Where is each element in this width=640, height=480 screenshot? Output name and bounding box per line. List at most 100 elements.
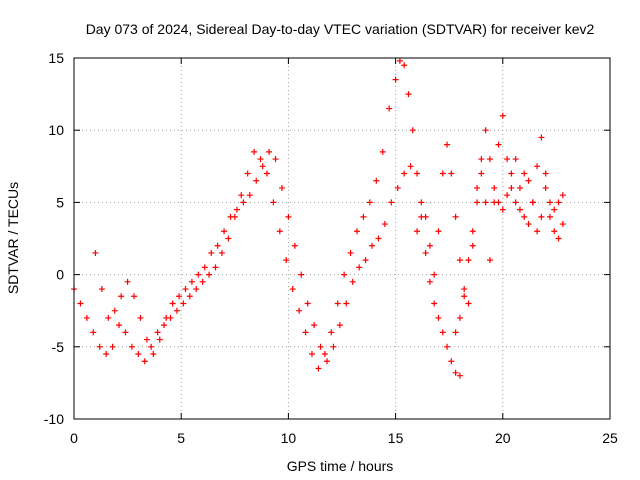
data-point	[311, 322, 318, 329]
data-point	[499, 206, 506, 213]
data-point	[491, 184, 498, 191]
data-point	[375, 235, 382, 242]
data-point	[201, 264, 208, 271]
data-point	[508, 170, 515, 177]
data-point	[137, 314, 144, 321]
data-point	[302, 329, 309, 336]
data-point	[336, 322, 343, 329]
data-point	[283, 257, 290, 264]
data-point	[334, 300, 341, 307]
data-point	[469, 228, 476, 235]
data-point	[148, 343, 155, 350]
data-point	[109, 343, 116, 350]
data-point	[388, 199, 395, 206]
data-point	[414, 228, 421, 235]
data-point	[291, 242, 298, 249]
data-point	[122, 329, 129, 336]
data-point	[214, 242, 221, 249]
x-tick-label: 5	[177, 430, 185, 446]
data-point	[456, 372, 463, 379]
data-point	[482, 127, 489, 134]
series-trace-d	[452, 127, 566, 336]
data-point	[347, 249, 354, 256]
data-point	[238, 192, 245, 199]
series-layer	[71, 57, 566, 379]
data-point	[186, 293, 193, 300]
y-axis-label: SDTVAR / TECUs	[5, 182, 21, 294]
data-point	[360, 213, 367, 220]
data-point	[180, 300, 187, 307]
data-point	[272, 156, 279, 163]
data-point	[499, 112, 506, 119]
series-trace-a	[71, 57, 463, 379]
data-point	[366, 199, 373, 206]
data-point	[495, 141, 502, 148]
data-point	[90, 329, 97, 336]
y-tick-labels: -10 -5 0 5 10 15	[44, 50, 64, 427]
data-point	[461, 286, 468, 293]
data-point	[444, 343, 451, 350]
data-point	[343, 300, 350, 307]
data-point	[546, 213, 553, 220]
y-tick-label: 10	[48, 122, 64, 138]
data-point	[381, 221, 388, 228]
x-tick-label: 0	[70, 430, 78, 446]
data-point	[452, 213, 459, 220]
x-tick-labels: 0 5 10 15 20 25	[70, 430, 618, 446]
data-point	[96, 343, 103, 350]
data-point	[354, 228, 361, 235]
data-point	[504, 156, 511, 163]
data-point	[379, 148, 386, 155]
data-point	[135, 351, 142, 358]
data-point	[431, 300, 438, 307]
data-point	[193, 286, 200, 293]
data-point	[486, 156, 493, 163]
data-point	[409, 127, 416, 134]
data-point	[542, 184, 549, 191]
y-tick-label: 5	[56, 194, 64, 210]
data-point	[225, 235, 232, 242]
data-point	[141, 358, 148, 365]
data-point	[150, 351, 157, 358]
data-point	[206, 271, 213, 278]
data-point	[154, 329, 161, 336]
data-point	[465, 300, 472, 307]
data-point	[516, 206, 523, 213]
data-point	[418, 199, 425, 206]
data-point	[401, 62, 408, 69]
data-point	[161, 322, 168, 329]
data-point	[369, 242, 376, 249]
data-point	[163, 314, 170, 321]
data-point	[246, 192, 253, 199]
data-point	[422, 249, 429, 256]
data-point	[116, 322, 123, 329]
data-point	[308, 351, 315, 358]
data-point	[317, 343, 324, 350]
data-point	[263, 170, 270, 177]
data-point	[128, 343, 135, 350]
plot-frame	[73, 57, 611, 420]
data-point	[448, 170, 455, 177]
data-point	[156, 336, 163, 343]
data-point	[77, 300, 84, 307]
y-tick-label: -5	[52, 339, 65, 355]
data-point	[551, 206, 558, 213]
data-point	[257, 156, 264, 163]
data-point	[244, 170, 251, 177]
data-point	[240, 199, 247, 206]
series-trace-b	[92, 148, 414, 365]
data-point	[555, 199, 562, 206]
data-point	[512, 199, 519, 206]
data-point	[118, 293, 125, 300]
data-point	[439, 170, 446, 177]
data-point	[349, 278, 356, 285]
data-point	[435, 314, 442, 321]
data-point	[278, 184, 285, 191]
data-point	[176, 293, 183, 300]
data-point	[328, 329, 335, 336]
data-point	[131, 293, 138, 300]
data-point	[182, 286, 189, 293]
data-point	[439, 329, 446, 336]
data-point	[551, 228, 558, 235]
